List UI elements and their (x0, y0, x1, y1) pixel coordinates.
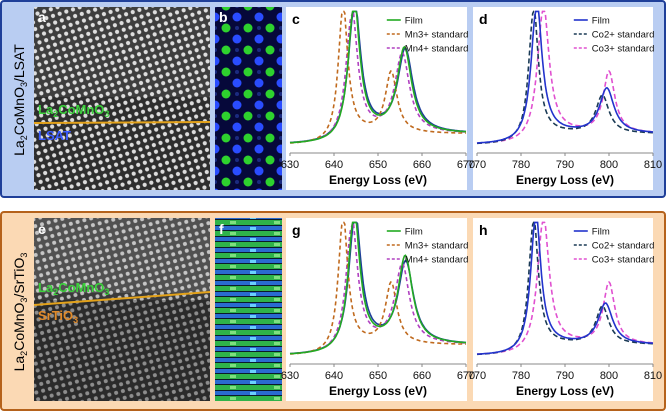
x-axis-title: Energy Loss (eV) (516, 173, 614, 187)
panel-letter-g: g (292, 222, 301, 238)
substrate-label-a: LSAT (38, 128, 71, 143)
series-film (476, 10, 653, 144)
haadf-image-a: a La2CoMnO3 LSAT (33, 7, 211, 190)
x-tick-label: 640 (325, 370, 343, 382)
x-tick-label: 670 (457, 370, 475, 382)
chart-box-c (286, 7, 467, 190)
haadf-image-e: e La2CoMnO3 SrTiO3 (33, 218, 211, 401)
film-label-e: La2CoMnO3 (38, 280, 109, 297)
eels-map-b: b (215, 7, 282, 190)
interface-line-e (33, 291, 211, 306)
series-mn3-standard (289, 221, 466, 355)
legend-label: Mn4+ standard (405, 255, 469, 266)
legend-label: Co2+ standard (592, 30, 655, 41)
x-axis-title: Energy Loss (eV) (329, 173, 427, 187)
chart-box-d (473, 7, 653, 190)
row-1-side-label: La2CoMnO3/LSAT (11, 44, 29, 156)
series-film (289, 221, 467, 355)
x-axis-title: Energy Loss (eV) (329, 384, 427, 398)
x-tick-label: 650 (369, 370, 387, 382)
chart-box-g (286, 218, 467, 401)
legend-label: Mn4+ standard (405, 44, 469, 55)
legend-label: Co2+ standard (592, 241, 655, 252)
series-co3-standard (476, 10, 654, 144)
row-2-side-label: La2CoMnO3/SrTiO3 (11, 253, 29, 372)
series-co2-standard (477, 221, 653, 356)
series-film (289, 10, 467, 144)
x-tick-label: 790 (556, 159, 574, 171)
legend-label: Film (592, 16, 610, 27)
x-tick-label: 630 (281, 370, 299, 382)
series-co2-standard (477, 10, 653, 145)
panel-letter-f: f (219, 221, 224, 237)
x-tick-label: 780 (512, 370, 530, 382)
x-tick-label: 640 (325, 159, 343, 171)
chart-g: g 630 640 650 660 670 Energy Loss (eV) Film Mn3+… (281, 219, 475, 398)
panel-letter-h: h (479, 222, 488, 238)
chart-h: h 770 780 790 800 810 Energy Loss (eV) Film Co2+… (468, 221, 662, 398)
legend-label: Film (405, 227, 423, 238)
series-mn3-standard (289, 10, 466, 144)
panel-letter-b: b (219, 9, 228, 25)
panel-letter-c: c (292, 11, 300, 27)
panel-letter-d: d (479, 11, 488, 27)
x-tick-label: 800 (600, 159, 618, 171)
x-tick-label: 790 (556, 370, 574, 382)
substrate-label-e: SrTiO3 (38, 308, 78, 325)
chart-c: c 630 640 650 660 670 Energy Loss (eV) Film Mn3+… (281, 8, 475, 187)
chart-box-h (473, 218, 653, 401)
x-tick-label: 780 (512, 159, 530, 171)
x-tick-label: 670 (457, 159, 475, 171)
panel-letter-e: e (38, 221, 46, 237)
x-axis-title: Energy Loss (eV) (516, 384, 614, 398)
legend-label: Co3+ standard (592, 44, 655, 55)
x-tick-label: 650 (369, 159, 387, 171)
x-tick-label: 810 (644, 159, 662, 171)
interface-line-a (33, 121, 211, 124)
film-label-a: La2CoMnO3 (38, 102, 109, 119)
panel-letter-a: a (38, 9, 46, 25)
spectra-charts: c 630 640 650 660 670 Energy Loss (eV) Film Mn3+… (281, 8, 662, 398)
legend-label: Mn3+ standard (405, 30, 469, 41)
x-tick-label: 630 (281, 159, 299, 171)
eels-map-f: f (215, 218, 282, 401)
x-tick-label: 770 (468, 159, 486, 171)
legend-label: Film (592, 227, 610, 238)
x-tick-label: 660 (413, 370, 431, 382)
legend-label: Mn3+ standard (405, 241, 469, 252)
series-film (477, 221, 654, 355)
chart-d: d 770 780 790 800 810 Energy Loss (eV) Film Co2+… (468, 10, 662, 187)
series-co3-standard (476, 221, 654, 355)
legend-label: Co3+ standard (592, 255, 655, 266)
legend-label: Film (405, 16, 423, 27)
x-tick-label: 810 (644, 370, 662, 382)
x-tick-label: 660 (413, 159, 431, 171)
x-tick-label: 800 (600, 370, 618, 382)
x-tick-label: 770 (468, 370, 486, 382)
